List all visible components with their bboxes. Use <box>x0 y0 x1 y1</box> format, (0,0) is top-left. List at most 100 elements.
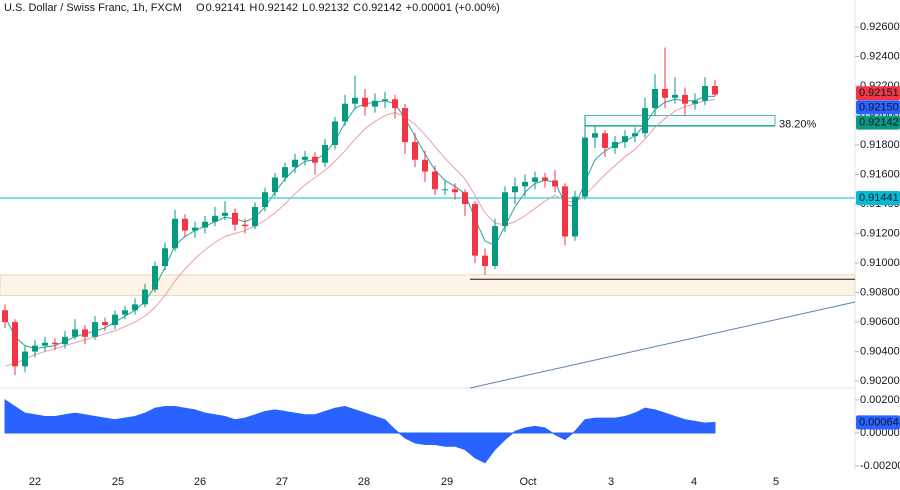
candle-body <box>492 226 498 266</box>
candle-body <box>112 314 118 326</box>
candle-body <box>172 218 178 249</box>
candle-body <box>632 133 638 137</box>
candle-body <box>192 227 198 231</box>
candle-body <box>622 136 628 143</box>
candle-body <box>102 322 108 326</box>
value-badge <box>856 415 900 430</box>
candle-body <box>432 171 438 190</box>
x-tick-label: 22 <box>29 476 41 488</box>
candle-body <box>522 181 528 187</box>
candle-body <box>62 336 68 345</box>
candle-body <box>142 289 148 305</box>
ohlc-value: 0.92142 <box>362 2 402 14</box>
candle-body <box>22 351 28 367</box>
candle-body <box>202 221 208 228</box>
y-tick-label: 0.90800 <box>860 286 900 298</box>
x-tick-label: Oct <box>519 476 536 488</box>
y-tick-label: -0.00200 <box>860 460 900 472</box>
y-tick-label: 0.92600 <box>860 21 900 33</box>
candle-body <box>572 196 578 237</box>
y-tick-label: 0.91600 <box>860 168 900 180</box>
candle-body <box>452 189 458 193</box>
candle-body <box>222 212 228 216</box>
candle-body <box>502 192 508 227</box>
candle-body <box>442 189 448 191</box>
candle-body <box>472 204 478 256</box>
ohlc-value: 0.92142 <box>258 2 298 14</box>
candle-body <box>92 322 98 337</box>
candle-body <box>242 224 248 227</box>
price-badge <box>856 115 900 130</box>
moving-average <box>4 95 715 350</box>
y-tick-label: 0.91800 <box>860 139 900 151</box>
moving-average <box>4 98 716 367</box>
candle-body <box>662 88 668 98</box>
change: +0.00001 (+0.00%) <box>406 2 500 14</box>
candle-body <box>322 145 328 163</box>
ohlc-value: 0.92141 <box>206 2 246 14</box>
candle-body <box>252 206 258 227</box>
candle-body <box>302 156 308 160</box>
candle-body <box>642 108 648 134</box>
y-tick-label: 0.90400 <box>860 345 900 357</box>
candle-body <box>332 121 338 146</box>
candle-body <box>692 100 698 104</box>
x-tick-label: 28 <box>358 476 370 488</box>
candle-body <box>262 192 268 207</box>
value-badge-label: 0.00064 <box>859 416 899 428</box>
x-tick-label: 3 <box>608 476 614 488</box>
y-tick-label: 0.00000 <box>860 427 900 439</box>
ohlc-label: L <box>302 2 308 14</box>
candle-body <box>552 180 558 187</box>
candle-body <box>652 88 658 109</box>
price-badge <box>856 190 900 205</box>
candle-body <box>422 159 428 172</box>
price-badge-label: 0.91441 <box>859 192 899 204</box>
candle-body <box>292 159 298 168</box>
ohlc-label: C <box>353 2 361 14</box>
candle-body <box>42 342 48 346</box>
candle-body <box>392 99 398 109</box>
ohlc-label: O <box>196 2 205 14</box>
y-tick-label: 0.92400 <box>860 50 900 62</box>
fib-label: 38.20% <box>779 119 817 131</box>
x-tick-label: 29 <box>441 476 453 488</box>
candle-body <box>672 94 678 98</box>
y-tick-label: 0.91000 <box>860 257 900 269</box>
x-tick-label: 4 <box>691 476 697 488</box>
candle-body <box>602 133 608 148</box>
ohlc-label: H <box>249 2 257 14</box>
candle-body <box>312 156 318 163</box>
x-tick-label: 26 <box>194 476 206 488</box>
candle-body <box>212 215 218 222</box>
candle-body <box>682 94 688 104</box>
price-badge-label: 0.92151 <box>859 87 899 99</box>
candle-body <box>542 177 548 181</box>
candle-body <box>402 108 408 143</box>
price-badge-label: 0.92142 <box>859 116 899 128</box>
candle-body <box>352 97 358 104</box>
candle-body <box>532 177 538 182</box>
candle-body <box>32 345 38 352</box>
x-tick-label: 5 <box>773 476 779 488</box>
y-tick-label: 0.91200 <box>860 227 900 239</box>
candle-body <box>592 133 598 138</box>
candle-body <box>712 86 718 95</box>
price-badge <box>856 100 900 115</box>
y-tick-label: 0.90600 <box>860 316 900 328</box>
candle-body <box>162 248 168 266</box>
x-tick-label: 25 <box>112 476 124 488</box>
trendline <box>469 301 856 389</box>
support-zone <box>0 274 856 296</box>
candle-body <box>82 329 88 337</box>
y-tick-label: 0.00200 <box>860 394 900 406</box>
price-badge <box>856 86 900 101</box>
candle-body <box>482 255 488 266</box>
candle-body <box>152 265 158 290</box>
candle-body <box>232 212 238 225</box>
candle-body <box>122 310 128 315</box>
fib-box <box>584 115 776 127</box>
candle-body <box>342 103 348 122</box>
candle-body <box>12 322 18 367</box>
